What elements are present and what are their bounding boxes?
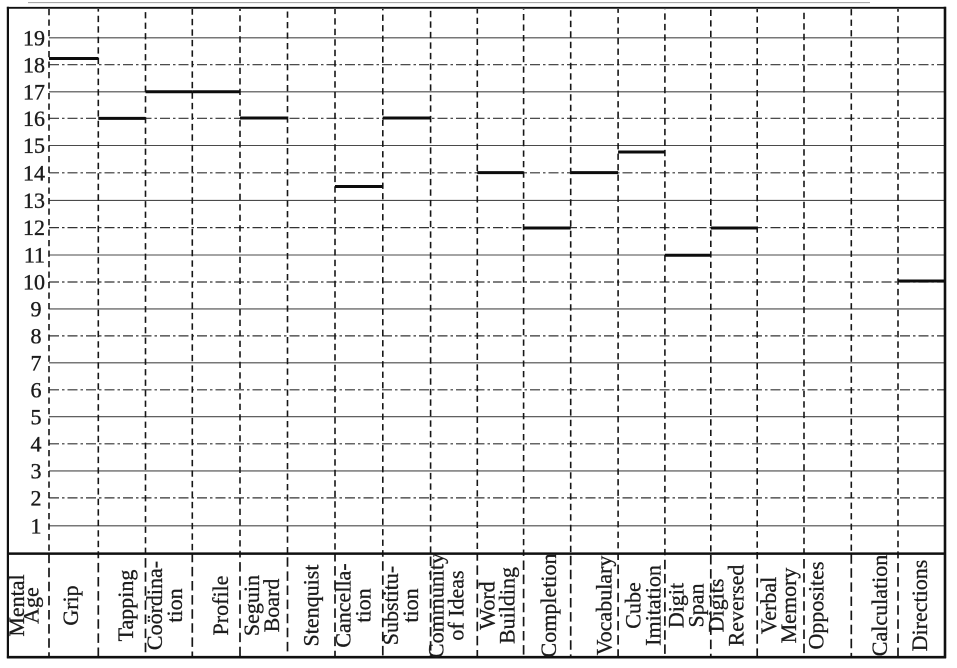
svg-text:8: 8 — [31, 324, 42, 349]
svg-text:Verbal: Verbal — [756, 577, 781, 634]
svg-text:Coördina-: Coördina- — [142, 561, 167, 650]
svg-text:tion: tion — [350, 588, 375, 622]
svg-text:9: 9 — [31, 297, 42, 322]
svg-text:Opposites: Opposites — [804, 562, 829, 650]
svg-text:Vocabulary: Vocabulary — [591, 556, 616, 656]
svg-text:16: 16 — [23, 106, 45, 131]
svg-text:Memory: Memory — [776, 568, 801, 644]
svg-text:Stenquist: Stenquist — [298, 565, 323, 647]
svg-text:17: 17 — [23, 79, 45, 104]
svg-text:Cube: Cube — [621, 582, 646, 628]
svg-text:14: 14 — [23, 160, 45, 185]
svg-text:Word: Word — [474, 581, 499, 629]
svg-text:Seguin: Seguin — [239, 575, 264, 636]
svg-text:Community: Community — [423, 553, 448, 658]
svg-text:19: 19 — [23, 25, 45, 50]
svg-text:Calculation: Calculation — [867, 555, 892, 656]
svg-text:15: 15 — [23, 133, 45, 158]
svg-text:Substitu-: Substitu- — [378, 566, 403, 645]
svg-text:Tapping: Tapping — [113, 570, 138, 642]
svg-text:1: 1 — [31, 513, 42, 538]
svg-text:Building: Building — [494, 567, 519, 644]
svg-text:Reversed: Reversed — [724, 565, 749, 647]
svg-text:12: 12 — [23, 215, 45, 240]
svg-text:tion: tion — [162, 588, 187, 622]
svg-text:6: 6 — [31, 377, 42, 402]
svg-text:3: 3 — [31, 459, 42, 484]
svg-text:Directions: Directions — [907, 560, 932, 652]
svg-text:Digit: Digit — [663, 583, 688, 628]
svg-text:7: 7 — [31, 350, 42, 375]
svg-text:tion: tion — [398, 588, 423, 622]
svg-text:Span: Span — [683, 584, 708, 628]
svg-text:4: 4 — [31, 431, 42, 456]
svg-text:of Ideas: of Ideas — [443, 570, 468, 640]
svg-text:Profile: Profile — [208, 576, 233, 636]
svg-text:Grip: Grip — [58, 585, 83, 625]
svg-text:Age: Age — [18, 587, 43, 624]
svg-text:18: 18 — [23, 52, 45, 77]
svg-text:5: 5 — [31, 404, 42, 429]
svg-text:Imitation: Imitation — [641, 565, 666, 646]
svg-text:11: 11 — [24, 243, 45, 268]
svg-text:Digits: Digits — [704, 579, 729, 633]
svg-text:Completion: Completion — [536, 554, 561, 658]
svg-text:13: 13 — [23, 188, 45, 213]
svg-text:Board: Board — [259, 579, 284, 633]
svg-text:10: 10 — [23, 270, 45, 295]
svg-text:Cancella-: Cancella- — [330, 563, 355, 647]
svg-text:2: 2 — [31, 486, 42, 511]
svg-text:Mental: Mental — [4, 574, 29, 636]
